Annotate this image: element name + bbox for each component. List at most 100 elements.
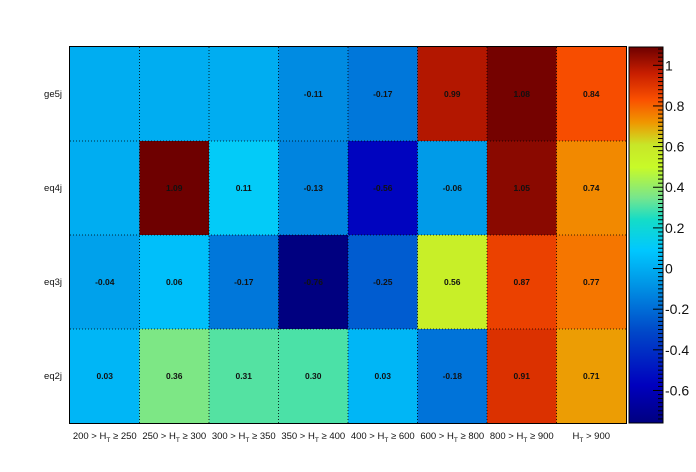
column-label-suffix: > 900: [583, 431, 610, 442]
heatmap-cell: [209, 141, 279, 236]
cell-value-label: 0.06: [166, 277, 183, 287]
column-label-subscript: T: [579, 437, 583, 444]
heatmap-cell: [70, 235, 140, 330]
column-label-prefix: 800 > H: [490, 431, 524, 442]
column-label-suffix: ≥ 250: [110, 431, 136, 442]
heatmap-cell: [139, 235, 210, 330]
heatmap-cell: [139, 47, 210, 142]
cell-value-label: -0.04: [95, 277, 115, 287]
colorbar-tick-label: -0.6: [665, 382, 689, 398]
column-label-suffix: ≥ 900: [527, 431, 553, 442]
column-label-prefix: 200 > H: [73, 431, 107, 442]
heatmap-cell: [417, 235, 488, 330]
column-label-suffix: ≥ 400: [319, 431, 345, 442]
colorbar-tick-label: 0.2: [665, 220, 685, 236]
cell-value-label: 1.09: [166, 183, 183, 193]
cell-value-label: 0.03: [96, 371, 113, 381]
heatmap-cell: [556, 329, 627, 424]
column-label: 600 > HT ≥ 800: [420, 431, 484, 444]
heatmap-cell: [70, 47, 140, 142]
heatmap-cell: [417, 141, 488, 236]
column-label-subscript: T: [454, 437, 458, 444]
cell-value-label: 0.77: [583, 277, 600, 287]
heatmap-cell: [139, 329, 210, 424]
cell-value-label: 0.30: [305, 371, 322, 381]
cell-value-label: -0.17: [373, 89, 393, 99]
heatmap-cell: [348, 235, 418, 330]
cell-value-label: -0.25: [373, 277, 393, 287]
column-label-subscript: T: [245, 437, 249, 444]
heatmap-cell: [348, 329, 418, 424]
heatmap-cell: [556, 235, 627, 330]
column-label-prefix: H: [572, 431, 579, 442]
column-label-prefix: 250 > H: [142, 431, 176, 442]
cell-value-label: -0.11: [304, 89, 323, 99]
column-label-subscript: T: [176, 437, 180, 444]
heatmap-cell: [70, 329, 140, 424]
heatmap-cell: [278, 47, 349, 142]
cell-value-label: 0.03: [374, 371, 391, 381]
cell-value-label: 0.11: [236, 183, 252, 193]
heatmap-cells: [70, 47, 627, 424]
row-label: eq2j: [44, 371, 62, 382]
row-labels: ge5j eq4j eq3j eq2j: [44, 89, 62, 382]
cell-value-label: -0.76: [304, 277, 324, 287]
heatmap-cell: [139, 141, 210, 236]
colorbar-tick-label: 0: [665, 261, 673, 277]
colorbar-tick-label: 1: [665, 57, 673, 73]
cell-value-label: -0.17: [234, 277, 254, 287]
column-labels: 200 > HT ≥ 250 250 > HT ≥ 300 300 > HT ≥ 3…: [73, 431, 610, 444]
heatmap-cell: [278, 329, 349, 424]
cell-value-label: 0.74: [583, 183, 600, 193]
column-label-prefix: 600 > H: [420, 431, 454, 442]
cell-value-label: -0.56: [373, 183, 393, 193]
cell-value-label: 0.87: [513, 277, 530, 287]
column-label-suffix: ≥ 300: [180, 431, 206, 442]
cell-value-label: -0.06: [443, 183, 463, 193]
colorbar-tick-label: 0.6: [665, 139, 685, 155]
column-label-prefix: 400 > H: [351, 431, 385, 442]
cell-value-label: 1.05: [513, 183, 530, 193]
colorbar-tick-label: -0.2: [665, 301, 689, 317]
heatmap-cell: [348, 47, 418, 142]
column-label: 300 > HT ≥ 350: [212, 431, 276, 444]
cell-value-label: 0.84: [583, 89, 600, 99]
cell-value-label: 0.99: [444, 89, 461, 99]
row-label: ge5j: [44, 89, 62, 100]
heatmap-cell: [278, 141, 349, 236]
heatmap-cell: [556, 47, 627, 142]
column-label: 250 > HT ≥ 300: [142, 431, 206, 444]
column-label: 400 > HT ≥ 600: [351, 431, 415, 444]
cell-value-label: 1.08: [513, 89, 530, 99]
column-label-suffix: ≥ 600: [388, 431, 414, 442]
heatmap-cell: [487, 235, 557, 330]
heatmap-cell: [417, 47, 488, 142]
column-label-prefix: 300 > H: [212, 431, 246, 442]
heatmap-cell: [348, 141, 418, 236]
column-label-subscript: T: [384, 437, 388, 444]
column-label-suffix: ≥ 350: [249, 431, 275, 442]
column-label-subscript: T: [523, 437, 527, 444]
heatmap-cell-labels: -0.11 -0.17 0.99 1.08 0.84 1.09 0.11 -0.13 -0.56…: [95, 89, 600, 381]
heatmap-cell: [487, 141, 557, 236]
column-label: HT > 900: [572, 431, 610, 444]
colorbar-tick-label: 0.4: [665, 179, 685, 195]
heatmap-cell: [556, 141, 627, 236]
colorbar-tick-label: 0.8: [665, 98, 685, 114]
heatmap-cell: [70, 141, 140, 236]
heatmap-cell: [278, 235, 349, 330]
cell-value-label: 0.31: [235, 371, 252, 381]
cell-value-label: -0.18: [443, 371, 463, 381]
column-label: 350 > HT ≥ 400: [281, 431, 345, 444]
cell-value-label: -0.13: [304, 183, 324, 193]
heatmap-cell: [209, 235, 279, 330]
cell-value-label: 0.71: [583, 371, 600, 381]
row-label: eq4j: [44, 183, 62, 194]
colorbar-tick-label: -0.4: [665, 342, 689, 358]
column-label: 200 > HT ≥ 250: [73, 431, 137, 444]
colorbar-ticks: -0.6 -0.4 -0.2 0 0.2 0.4 0.6 0.8 1: [653, 48, 689, 424]
cell-value-label: 0.91: [513, 371, 530, 381]
heatmap-cell: [209, 47, 279, 142]
column-label-suffix: ≥ 800: [458, 431, 484, 442]
row-label: eq3j: [44, 277, 62, 288]
